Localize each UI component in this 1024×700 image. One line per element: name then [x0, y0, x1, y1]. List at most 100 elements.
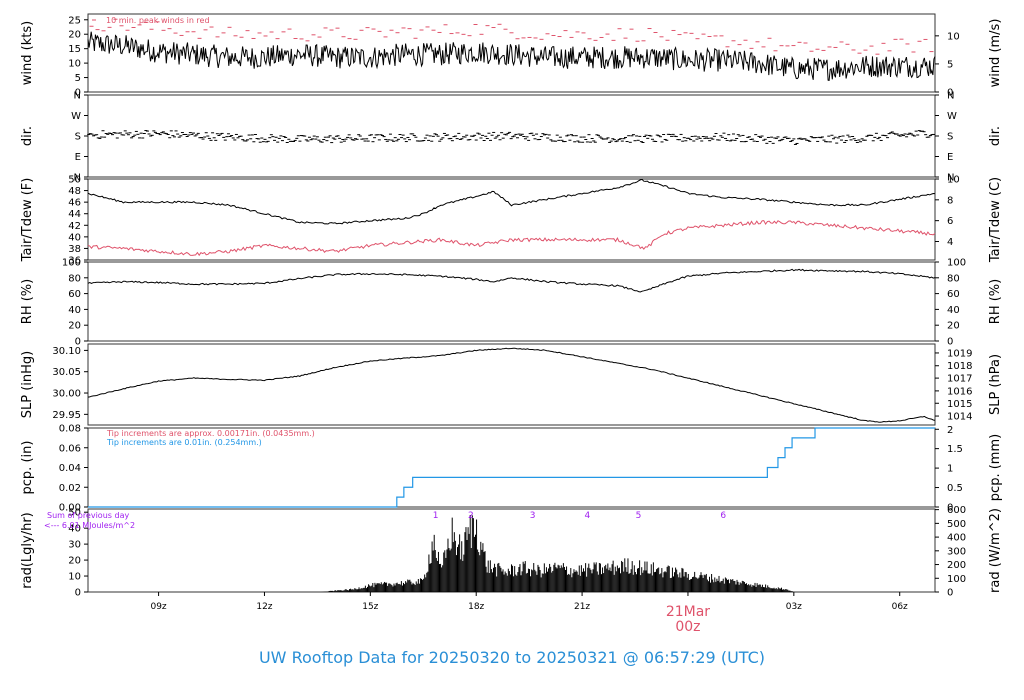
rad-ytick-right-label: 300 [947, 546, 966, 557]
pcp-ytick-right-label: 1.5 [947, 444, 963, 455]
rad-ylabel: rad(Lgly/hr) [20, 512, 35, 588]
pcp-ylabel-right: pcp. (mm) [988, 434, 1003, 501]
precip-step-line [88, 427, 935, 508]
rh-ytick-right-label: 100 [947, 258, 966, 269]
rad-ytick-right-label: 100 [947, 574, 966, 585]
slp-ytick-label: 30.05 [52, 367, 81, 378]
dir-ylabel: dir. [20, 126, 35, 146]
pcp-note: Tip increments are 0.01in. (0.254mm.) [106, 438, 262, 447]
dir-ytick-label: N [74, 91, 81, 102]
slp-ytick-label: 30.00 [52, 389, 81, 400]
rad-hour-mark: 5 [636, 511, 642, 521]
temp-ytick-label: 48 [68, 186, 81, 197]
slp-ytick-right-label: 1019 [947, 348, 972, 359]
temp-ytick-label: 42 [68, 221, 81, 232]
slp-ytick-right-label: 1018 [947, 361, 972, 372]
rh-ytick-right-label: 0 [947, 337, 953, 348]
dir-ylabel-right: dir. [988, 126, 1003, 146]
rad-ytick-right-label: 600 [947, 505, 966, 516]
slp-panel-frame [87, 343, 936, 426]
rh-ytick-right-label: 80 [947, 273, 960, 284]
rh-ytick-right-label: 40 [947, 305, 960, 316]
rh-ylabel: RH (%) [20, 279, 35, 324]
x-tick-label: 18z [468, 602, 484, 612]
wind-ylabel: wind (kts) [20, 21, 35, 85]
x-tick-label: 03z [786, 602, 802, 612]
rad-ytick-label: 0 [75, 588, 81, 599]
rh-ytick-right-label: 20 [947, 321, 960, 332]
slp-ytick-label: 30.10 [52, 346, 81, 357]
date-label-day: 21Mar [666, 604, 710, 620]
pcp-note: Tip increments are approx. 0.00171in. (0… [106, 429, 315, 438]
rad-ylabel-right: rad (W/m^2) [988, 508, 1003, 593]
wind-ytick-label: 15 [68, 44, 81, 55]
pcp-ytick-right-label: 1 [947, 464, 953, 475]
slp-ylabel-right: SLP (hPa) [988, 354, 1003, 415]
wind-ytick-right-label: 5 [947, 59, 953, 70]
temp-ylabel: Tair/Tdew (F) [20, 178, 35, 263]
slp-line [87, 347, 936, 423]
wind-annotation: 10 min. peak winds in red [106, 16, 210, 25]
dir-ytick-right-label: S [947, 132, 953, 143]
rad-ytick-right-label: 400 [947, 533, 966, 544]
rh-ytick-label: 80 [68, 273, 81, 284]
slp-ytick-label: 29.95 [52, 410, 81, 421]
temp-ytick-label: 36 [68, 256, 81, 267]
rh-ylabel-right: RH (%) [988, 279, 1003, 324]
rad-panel: 010203040500100200300400500600rad(Lgly/h… [20, 505, 1003, 598]
rh-ytick-label: 60 [68, 289, 81, 300]
rad-ytick-label: 20 [68, 556, 81, 567]
pcp-ytick-label: 0.00 [59, 503, 81, 514]
rh-ytick-right-label: 60 [947, 289, 960, 300]
rad-hour-mark: 3 [530, 511, 536, 521]
dir-ytick-right-label: E [947, 152, 953, 163]
wind-panel-frame [87, 13, 936, 93]
x-tick-label: 15z [362, 602, 378, 612]
dir-ytick-right-label: N [947, 91, 954, 102]
pcp-ytick-label: 0.06 [59, 443, 81, 454]
pcp-ytick-label: 0.02 [59, 483, 81, 494]
rad-ytick-label: 10 [68, 572, 81, 583]
rad-hour-mark: 6 [720, 511, 726, 521]
rh-ytick-label: 100 [62, 258, 81, 269]
temp-ytick-right-label: 10 [947, 175, 960, 186]
rad-hour-mark: 4 [585, 511, 591, 521]
dir-ytick-label: W [71, 111, 81, 122]
temp-ytick-label: 50 [68, 175, 81, 186]
rad-ytick-label: 30 [68, 540, 81, 551]
slp-ytick-right-label: 1014 [947, 412, 972, 423]
temp-ytick-label: 46 [68, 198, 81, 209]
rad-hour-mark: 2 [468, 511, 474, 521]
x-tick-label: 06z [892, 602, 908, 612]
x-tick-label: 09z [150, 602, 166, 612]
dir-ytick-label: S [75, 132, 81, 143]
rad-ytick-right-label: 500 [947, 519, 966, 530]
wind-ytick-label: 20 [68, 30, 81, 41]
temp-ytick-label: 40 [68, 232, 81, 243]
wind-ytick-label: 0 [75, 88, 81, 99]
wind-ytick-label: 25 [68, 15, 81, 26]
dewpoint-line [87, 220, 936, 257]
slp-ylabel: SLP (inHg) [20, 351, 35, 419]
rh-ytick-label: 40 [68, 305, 81, 316]
temp-ytick-right-label: 8 [947, 195, 953, 206]
rh-panel-frame [87, 261, 936, 342]
rad-hour-mark: 1 [433, 511, 439, 521]
temp-panel-frame [87, 178, 936, 261]
temp-ytick-right-label: 4 [947, 237, 953, 248]
wind-ytick-right-label: 0 [947, 88, 953, 99]
dir-panel-frame [87, 94, 936, 178]
pcp-ytick-label: 0.08 [59, 424, 81, 435]
slp-ytick-right-label: 1015 [947, 399, 972, 410]
dir-ytick-label: N [74, 173, 81, 184]
rad-note-line1: Sum of previous day [47, 511, 129, 520]
rh-line [87, 268, 936, 293]
rh-ytick-label: 0 [75, 337, 81, 348]
pcp-panel: 0.00 0.02 0.04 0.06 0.08 0 0.5 1 1.5 2 pcp. (in) pc… [20, 424, 1003, 514]
slp-ytick-right-label: 1016 [947, 386, 972, 397]
rad-ytick-label: 50 [68, 508, 81, 519]
